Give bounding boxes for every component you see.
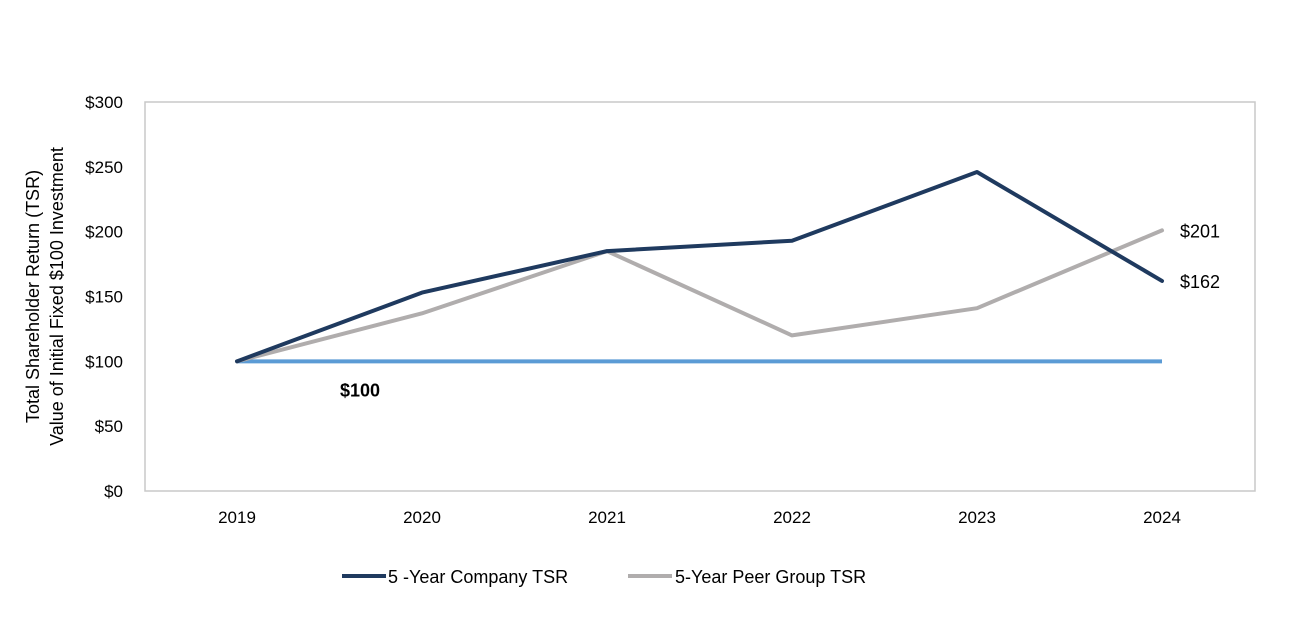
end-value-label: $201 xyxy=(1180,221,1220,241)
x-tick-label: 2020 xyxy=(403,508,441,527)
y-tick-label: $100 xyxy=(85,352,123,371)
x-axis-tick-labels: 2019 2020 2021 2022 2023 2024 xyxy=(218,508,1181,527)
series-group xyxy=(235,170,1164,364)
x-tick-label: 2022 xyxy=(773,508,811,527)
x-tick-label: 2021 xyxy=(588,508,626,527)
end-value-label: $162 xyxy=(1180,272,1220,292)
y-axis-title-line: Total Shareholder Return (TSR) xyxy=(23,170,43,423)
plot-area-frame xyxy=(144,101,1256,492)
baseline-label: $100 xyxy=(340,380,380,400)
series-line-peer xyxy=(235,228,1164,364)
x-tick-label: 2023 xyxy=(958,508,996,527)
legend: 5 -Year Company TSR 5-Year Peer Group TSR xyxy=(342,567,866,587)
y-tick-label: $250 xyxy=(85,158,123,177)
y-axis-title: Total Shareholder Return (TSR) Value of I… xyxy=(23,147,67,446)
y-tick-label: $150 xyxy=(85,288,123,307)
x-tick-label: 2019 xyxy=(218,508,256,527)
legend-label: 5 -Year Company TSR xyxy=(388,567,568,587)
series-line-company xyxy=(235,170,1164,364)
y-tick-label: $50 xyxy=(95,417,123,436)
baseline-group: $100 xyxy=(237,359,1162,400)
y-axis-title-line: Value of Initial Fixed $100 Investment xyxy=(47,147,67,446)
x-tick-label: 2024 xyxy=(1143,508,1181,527)
y-tick-label: $200 xyxy=(85,223,123,242)
legend-label: 5-Year Peer Group TSR xyxy=(675,567,866,587)
end-labels-group: $162 $201 xyxy=(1180,221,1220,292)
y-tick-label: $0 xyxy=(104,482,123,501)
y-axis-tick-labels: $0 $50 $100 $150 $200 $250 $300 xyxy=(85,93,123,501)
y-tick-label: $300 xyxy=(85,93,123,112)
